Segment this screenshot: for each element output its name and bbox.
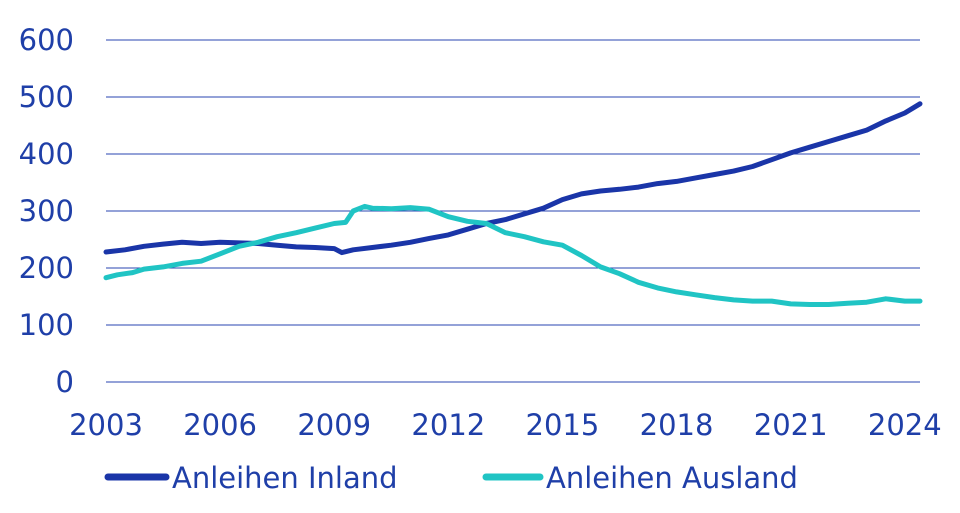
y-tick-label: 300: [19, 194, 74, 228]
legend: Anleihen Inland Anleihen Ausland: [104, 461, 798, 495]
y-tick-label: 400: [19, 137, 74, 171]
y-axis-ticks: 0 100 200 300 400 500 600: [19, 23, 74, 399]
x-tick-label: 2018: [640, 408, 714, 442]
y-tick-label: 200: [19, 251, 74, 285]
x-tick-label: 2003: [69, 408, 143, 442]
series-line-inland: [103, 101, 923, 256]
series-line-ausland: [103, 203, 923, 307]
y-tick-label: 0: [56, 365, 74, 399]
x-axis-ticks: 2003 2006 2009 2012 2015 2018 2021 2024: [69, 408, 942, 442]
x-tick-label: 2024: [868, 408, 942, 442]
y-tick-label: 100: [19, 308, 74, 342]
x-tick-label: 2009: [297, 408, 371, 442]
series-lines: [103, 101, 923, 307]
x-tick-label: 2021: [754, 408, 828, 442]
y-tick-label: 600: [19, 23, 74, 57]
legend-label-ausland: Anleihen Ausland: [546, 461, 798, 495]
x-tick-label: 2012: [411, 408, 485, 442]
grid-lines: [106, 39, 920, 383]
legend-label-inland: Anleihen Inland: [172, 461, 398, 495]
x-tick-label: 2006: [183, 408, 257, 442]
y-tick-label: 500: [19, 80, 74, 114]
x-tick-label: 2015: [526, 408, 600, 442]
